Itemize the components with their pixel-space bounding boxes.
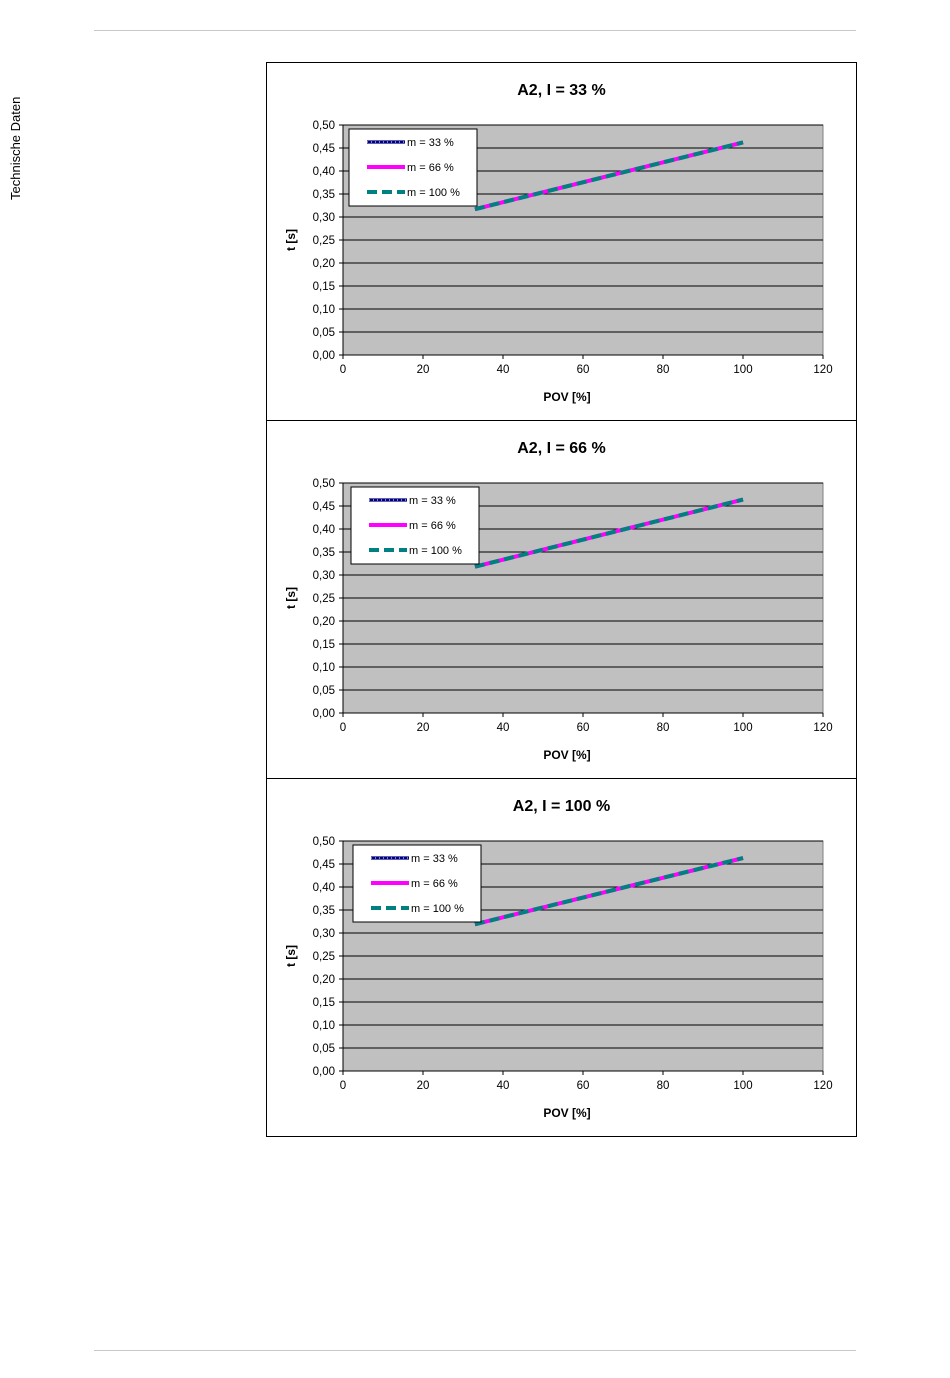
y-tick-label: 0,30 <box>313 928 335 940</box>
y-tick-label: 0,05 <box>313 1043 335 1055</box>
y-tick-label: 0,40 <box>313 882 335 894</box>
legend: m = 33 % m = 66 % m = 100 % <box>350 486 480 565</box>
legend: m = 33 % m = 66 % m = 100 % <box>352 844 482 923</box>
y-tick-label: 0,15 <box>313 281 335 293</box>
y-tick-label: 0,20 <box>313 974 335 986</box>
bottom-divider <box>94 1350 856 1351</box>
chart-title: A2, I = 100 % <box>513 798 610 815</box>
x-tick-label: 80 <box>657 722 670 734</box>
chart-panel-3: A2, I = 100 % 0,00 0,05 0,10 0,15 0,20 0,25 0,3… <box>266 778 857 1137</box>
y-axis-label: t [s] <box>284 945 298 967</box>
x-tick-label: 100 <box>733 364 752 376</box>
x-tick-label: 40 <box>497 1080 510 1092</box>
y-axis-label: t [s] <box>284 587 298 609</box>
legend-entry-label: m = 100 % <box>407 187 460 199</box>
y-tick-label: 0,40 <box>313 524 335 536</box>
y-tick-label: 0,50 <box>313 120 335 132</box>
legend-entry-label: m = 33 % <box>407 137 454 149</box>
series-line-3 <box>474 497 744 569</box>
y-tick-label: 0,25 <box>313 593 335 605</box>
y-tick-label: 0,45 <box>313 143 335 155</box>
x-tick-label: 0 <box>340 722 346 734</box>
x-tick-label: 60 <box>577 722 590 734</box>
x-tick-label: 40 <box>497 722 510 734</box>
y-tick-label: 0,15 <box>313 639 335 651</box>
section-side-label: Technische Daten <box>8 96 23 200</box>
x-tick-label: 80 <box>657 1080 670 1092</box>
series-line-3 <box>474 140 744 212</box>
legend-entry-label: m = 66 % <box>411 878 458 890</box>
x-tick-label: 120 <box>813 722 832 734</box>
y-tick-label: 0,20 <box>313 616 335 628</box>
y-tick-label: 0,35 <box>313 547 335 559</box>
x-axis-label: POV [%] <box>543 748 590 762</box>
chart-title: A2, I = 33 % <box>517 82 606 99</box>
x-tick-label: 40 <box>497 364 510 376</box>
y-tick-label: 0,25 <box>313 235 335 247</box>
x-axis-label: POV [%] <box>543 1106 590 1120</box>
y-tick-label: 0,15 <box>313 997 335 1009</box>
x-tick-label: 100 <box>733 1080 752 1092</box>
y-tick-label: 0,00 <box>313 350 335 362</box>
series-line-3 <box>474 856 744 927</box>
chart-panel-1: A2, I = 33 % 0,00 0,05 0,10 0,15 0,20 0,25 0,30… <box>266 62 857 421</box>
x-tick-label: 0 <box>340 1080 346 1092</box>
legend-entry-label: m = 100 % <box>409 545 462 557</box>
x-tick-label: 80 <box>657 364 670 376</box>
y-tick-label: 0,45 <box>313 501 335 513</box>
legend: m = 33 % m = 66 % m = 100 % <box>348 128 478 207</box>
x-tick-label: 120 <box>813 364 832 376</box>
charts-column: A2, I = 33 % 0,00 0,05 0,10 0,15 0,20 0,25 0,30… <box>266 62 857 1137</box>
y-tick-label: 0,05 <box>313 685 335 697</box>
y-axis-label: t [s] <box>284 229 298 251</box>
y-tick-label: 0,40 <box>313 166 335 178</box>
y-tick-label: 0,10 <box>313 1020 335 1032</box>
legend-entry-label: m = 66 % <box>407 162 454 174</box>
y-tick-label: 0,10 <box>313 304 335 316</box>
y-tick-label: 0,25 <box>313 951 335 963</box>
legend-entry-label: m = 33 % <box>409 495 456 507</box>
legend-entry-label: m = 33 % <box>411 853 458 865</box>
y-tick-label: 0,35 <box>313 189 335 201</box>
y-tick-label: 0,30 <box>313 212 335 224</box>
x-tick-label: 120 <box>813 1080 832 1092</box>
x-tick-label: 0 <box>340 364 346 376</box>
x-axis-label: POV [%] <box>543 390 590 404</box>
line-chart: A2, I = 100 % 0,00 0,05 0,10 0,15 0,20 0,25 0,3… <box>284 798 833 1120</box>
y-tick-label: 0,20 <box>313 258 335 270</box>
line-chart: A2, I = 66 % 0,00 0,05 0,10 0,15 0,20 0,25 0,30… <box>284 440 833 762</box>
x-tick-label: 20 <box>417 722 430 734</box>
x-tick-label: 20 <box>417 1080 430 1092</box>
chart-panel-2: A2, I = 66 % 0,00 0,05 0,10 0,15 0,20 0,25 0,30… <box>266 420 857 779</box>
legend-entry-label: m = 100 % <box>411 903 464 915</box>
x-tick-label: 20 <box>417 364 430 376</box>
x-tick-label: 100 <box>733 722 752 734</box>
y-tick-label: 0,35 <box>313 905 335 917</box>
y-tick-label: 0,10 <box>313 662 335 674</box>
y-tick-label: 0,50 <box>313 478 335 490</box>
y-tick-label: 0,50 <box>313 836 335 848</box>
y-tick-label: 0,00 <box>313 1066 335 1078</box>
chart-title: A2, I = 66 % <box>517 440 606 457</box>
y-tick-label: 0,30 <box>313 570 335 582</box>
x-tick-label: 60 <box>577 1080 590 1092</box>
y-tick-label: 0,05 <box>313 327 335 339</box>
line-chart: A2, I = 33 % 0,00 0,05 0,10 0,15 0,20 0,25 0,30… <box>284 82 833 404</box>
y-tick-label: 0,45 <box>313 859 335 871</box>
y-tick-label: 0,00 <box>313 708 335 720</box>
top-divider <box>94 30 856 31</box>
x-tick-label: 60 <box>577 364 590 376</box>
legend-entry-label: m = 66 % <box>409 520 456 532</box>
